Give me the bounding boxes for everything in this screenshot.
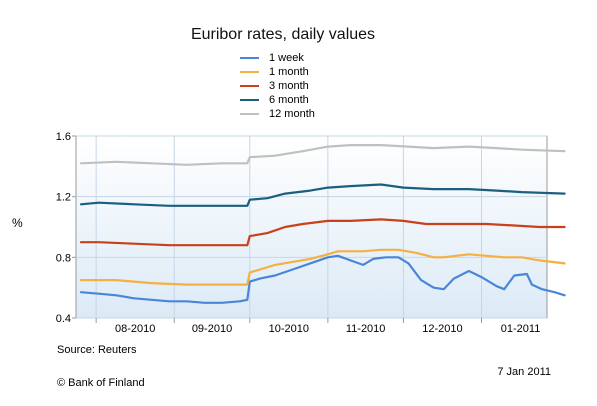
legend-item-1-month: 1 month	[240, 65, 315, 79]
legend-swatch-12-month	[240, 113, 259, 115]
y-tick-label: 0.4	[56, 313, 71, 325]
series-line-6-month	[79, 183, 566, 207]
series-line-1-month	[79, 248, 566, 286]
legend-item-12-month: 12 month	[240, 107, 315, 121]
legend-swatch-6-month	[240, 99, 259, 101]
y-tick-label: 1.2	[56, 192, 71, 204]
y-axis-label: %	[12, 216, 23, 230]
chart-legend: 1 week 1 month 3 month 6 month 12 month	[240, 51, 315, 121]
legend-swatch-3-month	[240, 85, 259, 87]
legend-swatch-1-week	[240, 57, 259, 59]
x-tick-label: 01-2011	[501, 323, 541, 335]
source-note: Source: Reuters	[57, 344, 137, 356]
legend-label-12-month: 12 month	[269, 108, 315, 120]
y-tick-label: 0.8	[56, 252, 71, 264]
copyright-note: © Bank of Finland	[57, 377, 145, 389]
chart-title: Euribor rates, daily values	[190, 26, 376, 43]
publication-date: 7 Jan 2011	[497, 366, 551, 378]
legend-swatch-1-month	[240, 71, 259, 73]
series-line-1-week	[79, 254, 566, 304]
legend-item-3-month: 3 month	[240, 79, 315, 93]
y-tick-label: 1.6	[56, 131, 71, 143]
axes: 1.6 1.2 0.8 0.4 08-2010 09-2010 10-2010 11-2010…	[56, 131, 541, 335]
x-tick-label: 09-2010	[192, 323, 232, 335]
plot-area	[75, 135, 548, 319]
x-tick-label: 11-2010	[346, 323, 386, 335]
x-tick-label: 08-2010	[115, 323, 155, 335]
series-line-12-month	[79, 144, 566, 166]
legend-item-1-week: 1 week	[240, 51, 315, 65]
legend-item-6-month: 6 month	[240, 93, 315, 107]
legend-label-3-month: 3 month	[269, 80, 309, 92]
legend-label-6-month: 6 month	[269, 94, 309, 106]
series-layer	[79, 144, 566, 304]
x-tick-label: 10-2010	[269, 323, 309, 335]
x-tick-label: 12-2010	[422, 323, 462, 335]
legend-label-1-month: 1 month	[269, 66, 309, 78]
legend-label-1-week: 1 week	[269, 52, 304, 64]
series-line-3-month	[79, 218, 566, 247]
